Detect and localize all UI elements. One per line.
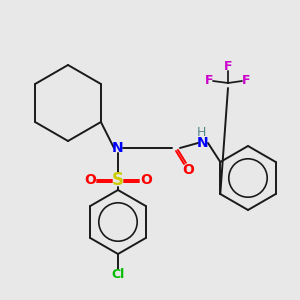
Text: O: O (182, 163, 194, 177)
Text: O: O (84, 173, 96, 187)
Text: F: F (242, 74, 250, 88)
Text: O: O (140, 173, 152, 187)
Text: F: F (224, 61, 232, 74)
Text: N: N (197, 136, 209, 150)
Text: Cl: Cl (111, 268, 124, 281)
Text: F: F (205, 74, 213, 88)
Text: H: H (196, 127, 206, 140)
Text: S: S (112, 171, 124, 189)
Text: N: N (112, 141, 124, 155)
